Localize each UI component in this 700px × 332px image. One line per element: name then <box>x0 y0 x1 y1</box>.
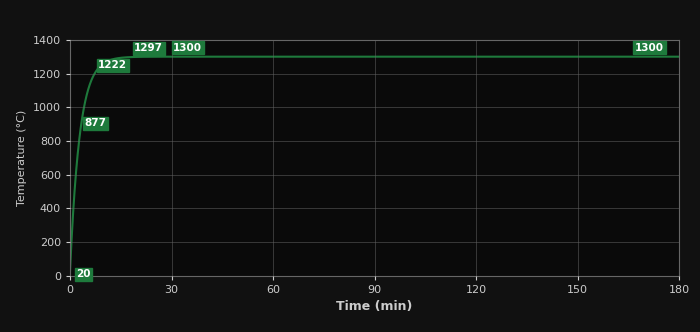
Text: 1222: 1222 <box>98 60 127 70</box>
Text: 1300: 1300 <box>635 43 664 53</box>
Text: 20: 20 <box>76 269 90 279</box>
Text: 877: 877 <box>85 118 106 128</box>
Text: 1297: 1297 <box>134 43 163 53</box>
Y-axis label: Temperature (°C): Temperature (°C) <box>18 110 27 206</box>
X-axis label: Time (min): Time (min) <box>336 300 413 313</box>
Text: 1300: 1300 <box>173 43 202 53</box>
